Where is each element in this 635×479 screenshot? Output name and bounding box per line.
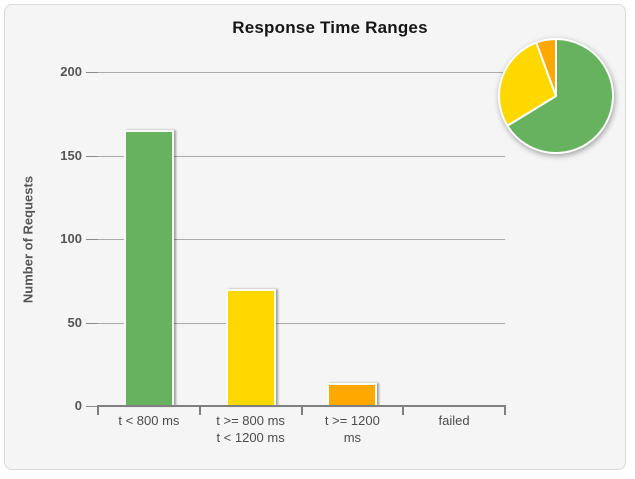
- bar: [225, 289, 276, 406]
- x-category-label: t >= 800 ms t < 1200 ms: [216, 413, 285, 445]
- y-tick-label: 150: [60, 147, 82, 163]
- chart-title: Response Time Ranges: [232, 18, 428, 37]
- pie-slice: [498, 41, 557, 127]
- x-category-label: failed: [438, 413, 470, 428]
- x-axis-tick: [402, 406, 405, 415]
- pie-chart: [498, 38, 614, 154]
- x-axis-tick: [198, 406, 201, 415]
- y-tick-label: 0: [74, 398, 82, 413]
- gridline: [98, 72, 505, 73]
- y-axis-tick: [86, 406, 98, 407]
- y-axis-tick: [86, 239, 98, 240]
- gridline: [98, 239, 505, 240]
- bar: [123, 130, 174, 406]
- x-category-label: t < 800 ms: [118, 413, 180, 428]
- gridline: [98, 322, 505, 324]
- x-category-label: t >= 1200 ms: [324, 413, 380, 445]
- y-tick-label: 50: [67, 314, 82, 330]
- x-axis-tick: [97, 406, 99, 415]
- y-tick-label: 200: [60, 64, 82, 79]
- x-axis-tick: [300, 406, 303, 415]
- bar: [327, 382, 378, 406]
- pie-slice: [535, 38, 557, 97]
- x-axis-tick: [504, 406, 506, 415]
- y-axis-tick: [86, 322, 98, 324]
- pie-slice: [506, 38, 614, 154]
- y-axis-tick: [86, 72, 98, 73]
- y-tick-label: 100: [60, 231, 82, 246]
- gridline: [98, 155, 505, 157]
- y-axis-tick: [86, 155, 98, 157]
